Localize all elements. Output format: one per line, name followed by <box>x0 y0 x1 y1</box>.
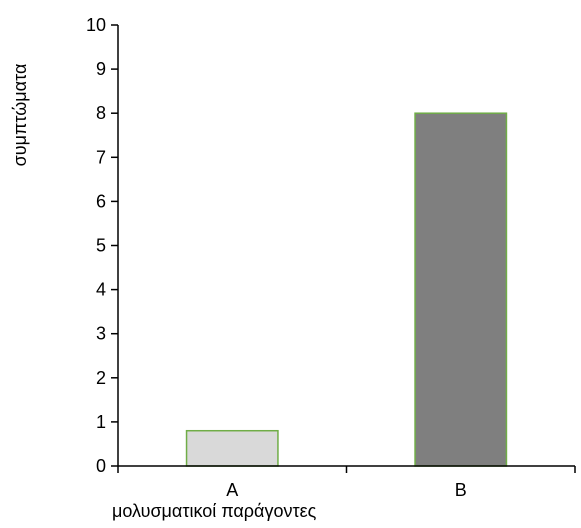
x-axis-title: μολυσματικοί παράγοντες <box>112 501 317 521</box>
y-tick-label: 1 <box>96 412 106 432</box>
bar-B <box>414 112 508 467</box>
x-tick-label: B <box>455 480 467 500</box>
y-tick-label: 7 <box>96 147 106 167</box>
y-tick-label: 10 <box>86 15 106 35</box>
y-tick-label: 5 <box>96 236 106 256</box>
bars-group <box>185 112 508 467</box>
y-ticks-group: 0 1 2 3 4 5 6 7 8 9 10 <box>86 15 118 476</box>
y-tick-label: 4 <box>96 280 106 300</box>
bar-A <box>185 429 279 467</box>
y-tick-label: 0 <box>96 456 106 476</box>
y-tick-label: 6 <box>96 191 106 211</box>
y-tick-label: 9 <box>96 59 106 79</box>
y-axis-title: συμπτώματα <box>10 64 30 167</box>
x-tick-label: A <box>226 480 238 500</box>
y-tick-label: 3 <box>96 324 106 344</box>
y-tick-label: 8 <box>96 103 106 123</box>
y-tick-label: 2 <box>96 368 106 388</box>
